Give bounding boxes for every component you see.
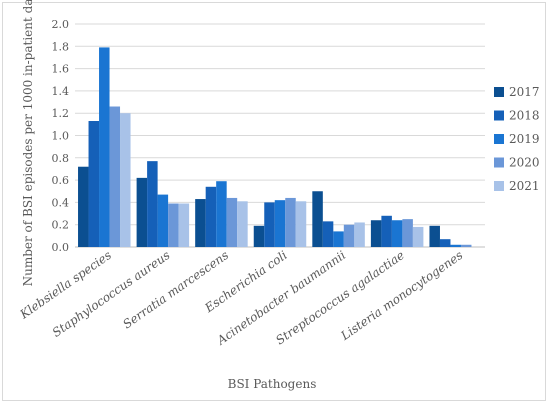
bar bbox=[343, 224, 355, 247]
bar bbox=[322, 221, 334, 247]
y-tick-label: 0.6 bbox=[52, 174, 70, 187]
bar bbox=[274, 200, 286, 247]
y-tick-label: 0.0 bbox=[52, 241, 70, 254]
bar bbox=[226, 197, 238, 247]
bar bbox=[295, 201, 307, 247]
bar bbox=[312, 191, 323, 247]
y-tick-label: 0.4 bbox=[52, 196, 70, 209]
bar bbox=[195, 199, 206, 247]
bar bbox=[147, 161, 158, 247]
legend-swatch bbox=[494, 134, 504, 144]
bar bbox=[450, 244, 461, 247]
bar bbox=[216, 181, 227, 247]
bar bbox=[429, 225, 440, 247]
legend-label: 2020 bbox=[509, 156, 540, 170]
y-tick-label: 2.0 bbox=[52, 18, 70, 31]
y-axis-title: Number of BSI episodes per 1000 in-patie… bbox=[21, 0, 35, 286]
legend-label: 2019 bbox=[509, 132, 540, 146]
bar bbox=[168, 203, 179, 247]
bar bbox=[88, 121, 100, 247]
bar bbox=[370, 220, 382, 247]
legend-label: 2017 bbox=[509, 85, 540, 99]
bar bbox=[205, 186, 217, 247]
legend-label: 2018 bbox=[509, 109, 540, 123]
bar bbox=[157, 194, 169, 247]
category-label: Staphylococcus aureus bbox=[50, 248, 173, 340]
y-tick-labels: 0.0 0.2 0.4 0.6 0.8 1.0 1.2 1.4 1.6 1.8 2.0 bbox=[52, 18, 70, 254]
bar bbox=[78, 166, 89, 247]
bar bbox=[178, 203, 190, 247]
y-tick-label: 0.2 bbox=[52, 219, 70, 232]
category-label: Serratia marcescens bbox=[120, 248, 231, 331]
bar bbox=[285, 197, 296, 247]
x-axis-title: BSI Pathogens bbox=[228, 377, 317, 391]
bar bbox=[460, 244, 472, 247]
y-tick-label: 1.2 bbox=[52, 107, 70, 120]
y-tick-label: 1.4 bbox=[52, 85, 70, 98]
bar bbox=[381, 215, 392, 247]
bar bbox=[354, 222, 365, 247]
bar bbox=[136, 177, 148, 247]
bar bbox=[253, 225, 265, 247]
y-tick-label: 0.8 bbox=[52, 152, 70, 165]
bar bbox=[99, 47, 110, 247]
y-tick-label: 1.8 bbox=[52, 40, 70, 53]
bar bbox=[412, 226, 424, 247]
bar bbox=[439, 239, 451, 247]
bar bbox=[120, 113, 131, 247]
legend-swatch bbox=[494, 110, 504, 121]
legend-swatch bbox=[494, 87, 504, 97]
bar bbox=[109, 106, 121, 247]
bars bbox=[78, 47, 472, 247]
y-tick-label: 1.0 bbox=[52, 130, 70, 143]
legend-label: 2021 bbox=[509, 179, 540, 193]
bar bbox=[402, 219, 413, 247]
bar bbox=[237, 201, 248, 247]
legend: 2017 2018 2019 2020 2021 bbox=[494, 85, 540, 193]
legend-swatch bbox=[494, 181, 504, 191]
bar bbox=[264, 202, 275, 247]
bar bbox=[391, 220, 403, 247]
bar bbox=[333, 231, 344, 247]
y-tick-label: 1.6 bbox=[52, 63, 70, 76]
legend-swatch bbox=[494, 157, 504, 168]
